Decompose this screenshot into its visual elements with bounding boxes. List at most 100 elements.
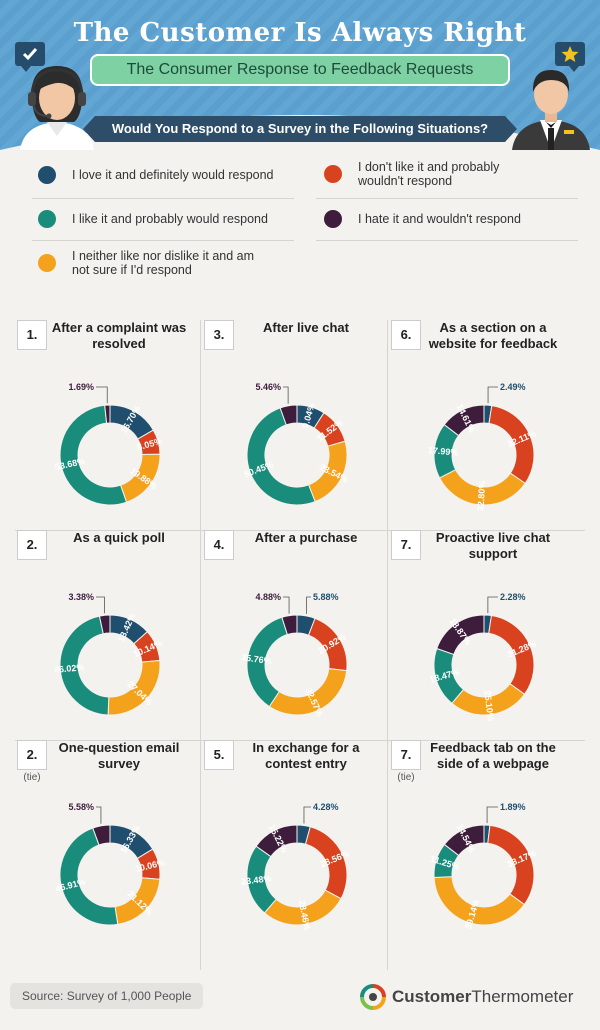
chart-title: As a quick poll: [73, 530, 165, 545]
row-divider: [15, 530, 585, 531]
rank-badge: 3.: [204, 320, 234, 350]
slice-value-label: 5.58%: [68, 802, 94, 812]
donut-chart: 1.89%33.17%39.14%11.25%14.54%: [429, 802, 538, 930]
chart-title: After live chat: [263, 320, 349, 335]
checkmark-bubble: [15, 42, 45, 72]
rank-badge: 1.: [17, 320, 47, 350]
chart-title: After a purchase: [254, 530, 358, 545]
page-subtitle: The Consumer Response to Feedback Reques…: [90, 54, 510, 86]
rank-badge: 7.: [391, 740, 421, 770]
leader-line: [303, 806, 311, 824]
legend-divider: [316, 240, 578, 241]
donut-chart-panel: 4. After a purchase 5.88% 20.92% 32.57% 35.76…: [201, 530, 387, 740]
column-divider: [387, 320, 388, 970]
leader-line: [486, 806, 498, 824]
slice-value-label: 25.10%: [482, 690, 496, 722]
donut-slice-hate: [255, 824, 298, 858]
donut-slice-hate: [281, 614, 298, 636]
slice-value-label: 2.49%: [500, 382, 526, 392]
tie-label: (tie): [397, 772, 415, 783]
brand-name-part1: Customer: [392, 987, 472, 1006]
leader-line: [96, 596, 105, 614]
donut-slice-hate: [443, 404, 485, 437]
brand-logo: CustomerThermometer: [360, 984, 573, 1010]
donut-chart: 9.04%11.52%23.54%50.45%5.46%: [243, 382, 350, 506]
tie-label: (tie): [23, 772, 41, 783]
donut-chart-panel: 1. After a complaint was resolved 16.70% 8.…: [14, 320, 200, 530]
leader-line: [96, 386, 108, 404]
legend-item-like: I like it and probably would respond: [38, 210, 268, 228]
chart-title: Proactive live chat support: [435, 530, 551, 561]
question-banner: Would You Respond to a Survey in the Fol…: [83, 116, 517, 142]
slice-value-label: 4.88%: [255, 592, 281, 602]
support-agent-icon: [20, 66, 94, 150]
slice-value-label: 32.80%: [475, 480, 487, 511]
rank-badge: 7.: [391, 530, 421, 560]
slice-value-label: 5.88%: [313, 592, 339, 602]
star-icon: [561, 46, 579, 62]
legend-label: I neither like nor dislike it and am not…: [72, 249, 255, 277]
slice-value-label: 5.46%: [255, 382, 281, 392]
donut-chart: 4.28%28.56%28.46%23.48%15.22%: [241, 802, 351, 931]
legend-item-hate: I hate it and wouldn't respond: [324, 210, 521, 228]
legend-divider: [316, 198, 578, 199]
rank-badge: 6.: [391, 320, 421, 350]
legend-swatch: [38, 166, 56, 184]
leader-line: [306, 596, 311, 614]
rank-badge: 2.: [17, 740, 47, 770]
chart-title: After a complaint was resolved: [51, 320, 187, 351]
legend-item-neither: I neither like nor dislike it and am not…: [38, 249, 262, 277]
legend-swatch: [38, 254, 56, 272]
legend-divider: [32, 198, 294, 199]
legend-label: I love it and definitely would respond: [72, 168, 274, 182]
donut-chart: 2.49%32.11%32.80%17.99%14.61%: [428, 382, 538, 511]
legend-swatch: [324, 210, 342, 228]
donut-chart-panel: 7. (tie) Feedback tab on the side of a web…: [388, 740, 574, 950]
donut-slice-like: [59, 615, 110, 716]
slice-value-label: 3.38%: [68, 592, 94, 602]
leader-line: [96, 806, 102, 824]
leader-line: [283, 596, 290, 614]
chart-title: As a section on a website for feedback: [428, 320, 558, 351]
rank-badge: 5.: [204, 740, 234, 770]
rank-badge: 4.: [204, 530, 234, 560]
slice-value-label: 1.69%: [68, 382, 94, 392]
slice-value-label: 23.48%: [241, 873, 273, 887]
donut-slice-hate: [279, 404, 298, 426]
chart-title: In exchange for a contest entry: [252, 740, 360, 771]
legend-label: I don't like it and probably wouldn't re…: [358, 160, 500, 188]
donut-chart-panel: 7. Proactive live chat support 2.28% 31.28%…: [388, 530, 574, 740]
donut-slice-hate: [443, 824, 485, 857]
checkmark-icon: [22, 48, 38, 61]
donut-chart: 2.28%31.28%25.10%18.47%18.87%: [428, 592, 537, 722]
donut-chart: 16.70%8.05%19.88%53.68%1.69%: [54, 382, 163, 506]
slice-value-label: 2.28%: [500, 592, 526, 602]
donut-chart-panel: 5. In exchange for a contest entry 4.28% 28…: [201, 740, 387, 950]
column-divider: [200, 320, 201, 970]
slice-value-label: 4.28%: [313, 802, 339, 812]
slice-value-label: 35.76%: [241, 652, 273, 666]
donut-slice-hate: [104, 404, 111, 424]
legend-label: I like it and probably would respond: [72, 212, 268, 226]
legend-swatch: [324, 165, 342, 183]
slice-value-label: 46.02%: [54, 662, 85, 675]
donut-slice-like: [246, 407, 316, 506]
leader-line: [283, 386, 289, 404]
legend-item-dont-like: I don't like it and probably wouldn't re…: [324, 160, 528, 188]
donut-slice-hate: [98, 614, 111, 635]
donut-chart-panel: 6. As a section on a website for feedback…: [388, 320, 574, 530]
donut-slice-hate: [92, 824, 111, 846]
legend-label: I hate it and wouldn't respond: [358, 212, 521, 226]
legend-divider: [32, 240, 294, 241]
donut-chart: 13.42%10.14%27.04%46.02%3.38%: [54, 592, 164, 716]
leader-line: [487, 596, 498, 614]
thermometer-logo-icon: [360, 984, 386, 1010]
slice-value-label: 17.99%: [428, 445, 459, 458]
star-bubble: [555, 42, 585, 72]
page-title: The Customer Is Always Right: [73, 18, 527, 48]
donut-slice-like: [59, 404, 128, 506]
donut-chart-panel: 2. (tie) One-question email survey 16.33% 10…: [14, 740, 200, 950]
donut-chart: 5.88%20.92%32.57%35.76%4.88%: [241, 592, 348, 718]
source-note: Source: Survey of 1,000 People: [10, 983, 204, 1009]
donut-slice-like: [59, 827, 119, 926]
